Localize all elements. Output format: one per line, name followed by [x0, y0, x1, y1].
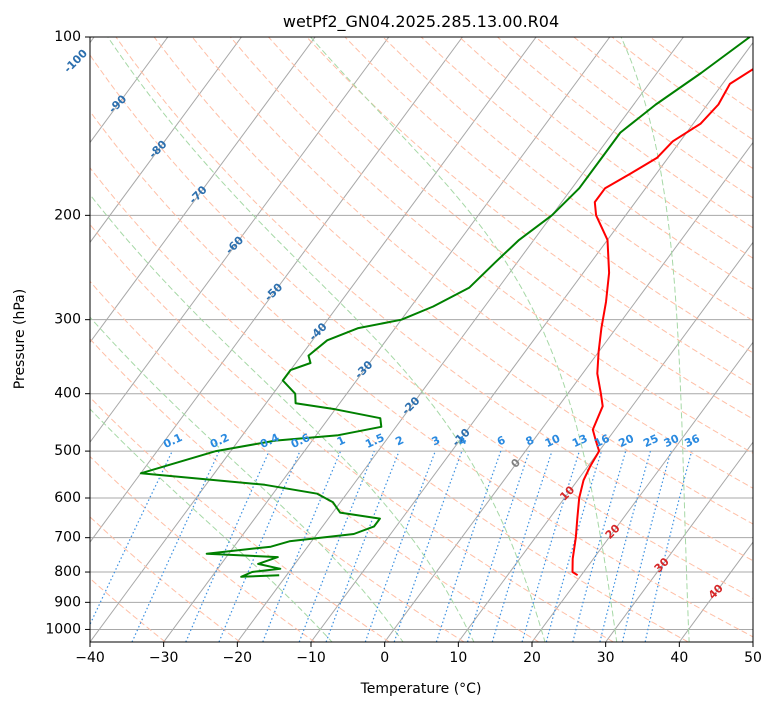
mixing-ratio-line [545, 450, 603, 642]
mixing-ratio-label: 30 [662, 432, 682, 450]
isotherm-line [605, 441, 753, 642]
isotherm-line [457, 241, 753, 642]
moist-adiabat [90, 316, 404, 642]
x-tick-label: −40 [75, 650, 105, 666]
dry-adiabat [153, 37, 753, 525]
x-tick-label: 10 [449, 650, 467, 666]
moist-adiabat [107, 37, 546, 642]
mixing-ratio-label: 25 [641, 432, 660, 450]
y-tick-label: 800 [54, 564, 81, 580]
y-tick-label: 100 [54, 29, 81, 45]
mixing-ratio-line [521, 450, 580, 642]
y-tick-label: 500 [54, 443, 81, 459]
x-tick-label: −10 [296, 650, 326, 666]
mixing-ratio-line [393, 450, 463, 642]
moist-adiabat [90, 193, 475, 642]
chart-title: wetPf2_GN04.2025.285.13.00.R04 [283, 12, 559, 32]
mixing-ratio-line [621, 450, 672, 642]
mixing-ratio-label: 20 [617, 432, 637, 450]
dry-adiabat [306, 37, 753, 387]
mixing-ratio-label: 16 [592, 432, 612, 450]
mixing-ratio-line [572, 450, 627, 642]
mixing-ratio-line [435, 450, 502, 642]
mixing-ratio-label: 10 [543, 432, 563, 450]
mixing-ratio-line [298, 450, 375, 642]
mixing-ratio-line [364, 450, 436, 642]
mixing-ratio-line [644, 450, 693, 642]
y-tick-label: 400 [54, 386, 81, 402]
isotherm-line [90, 37, 537, 642]
isotherm-line [90, 37, 463, 543]
temperature-profile-line [571, 68, 753, 577]
x-tick-label: 50 [744, 650, 762, 666]
dry-adiabat [90, 338, 465, 642]
mixing-ratio-line [599, 450, 651, 642]
dry-adiabat [90, 223, 614, 642]
x-tick-label: −30 [149, 650, 179, 666]
isotherm-line [236, 37, 684, 642]
axes: −40 −30 −20 −10 0 10 20 30 40 50 100 200 300 400 500 60… [45, 29, 762, 666]
dry-adiabat [90, 396, 390, 642]
dewpoint-profile-line [139, 37, 751, 578]
dry-adiabat [90, 516, 241, 642]
y-axis-label: Pressure (hPa) [12, 289, 28, 389]
mixing-ratio-line [325, 450, 400, 642]
x-tick-label: −20 [223, 650, 253, 666]
plot-frame [89, 36, 754, 643]
y-tick-label: 300 [54, 312, 81, 328]
isotherm-line [90, 37, 390, 444]
dry-adiabat [382, 37, 753, 322]
mixing-ratio-line [218, 450, 301, 642]
y-tick-label: 600 [54, 490, 81, 506]
isotherm-line [384, 141, 753, 642]
dry-adiabat [90, 455, 315, 642]
mixing-ratio-label: 36 [683, 432, 703, 450]
moist-adiabat [310, 37, 618, 642]
isotherm-line [90, 37, 169, 144]
dry-adiabat [115, 37, 753, 562]
x-tick-label: 20 [523, 650, 541, 666]
x-tick-label: 0 [380, 650, 389, 666]
y-tick-label: 900 [54, 594, 81, 610]
mixing-ratio-label: 13 [570, 432, 589, 450]
dry-adiabat [230, 37, 753, 454]
isotherm-line [90, 37, 242, 244]
mixing-ratio-line [262, 450, 342, 642]
y-tick-label: 700 [54, 530, 81, 546]
mixing-ratio-line [466, 450, 530, 642]
dry-adiabat [420, 37, 753, 290]
moist-adiabat [90, 408, 333, 642]
reference-lines [90, 37, 753, 642]
mixing-ratio-line [185, 450, 270, 642]
isotherm-line [90, 37, 316, 344]
x-axis-label: Temperature (°C) [360, 681, 482, 697]
y-tick-label: 200 [54, 207, 81, 223]
sounding-series [139, 37, 753, 578]
x-tick-label: 30 [597, 650, 615, 666]
dry-adiabat [90, 54, 753, 599]
isotherm-line [310, 41, 753, 642]
dry-adiabat [90, 167, 689, 642]
plot-background [90, 37, 753, 642]
dry-adiabat [191, 37, 753, 489]
dry-adiabat [90, 577, 166, 642]
moist-adiabat [620, 37, 690, 642]
x-tick-label: 40 [670, 650, 688, 666]
isotherm-line [163, 37, 611, 642]
isotherm-line [531, 341, 753, 642]
y-tick-label: 1000 [45, 621, 81, 637]
mixing-ratio-line [491, 450, 553, 642]
